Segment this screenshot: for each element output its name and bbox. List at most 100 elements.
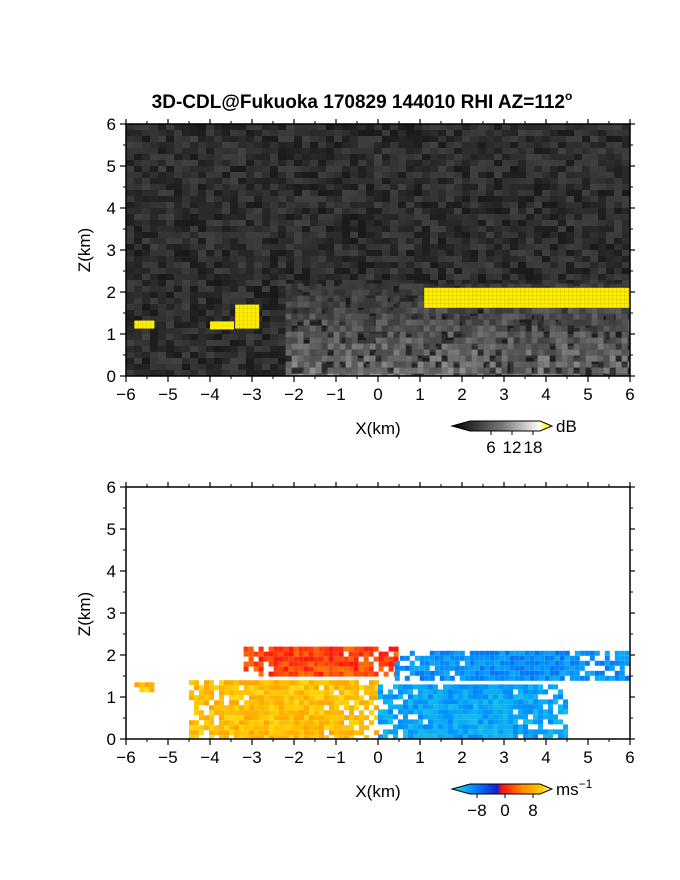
velocity-cell xyxy=(453,684,458,690)
snr-noise-cell xyxy=(302,232,310,238)
snr-cell xyxy=(561,313,568,320)
snr-noise-cell xyxy=(126,136,134,142)
velocity-cell xyxy=(393,714,398,720)
velocity-cell xyxy=(463,714,468,720)
snr-noise-cell xyxy=(126,232,134,238)
snr-cell xyxy=(460,291,465,296)
snr-noise-cell xyxy=(478,208,486,214)
snr-cell xyxy=(339,307,346,314)
snr-cell xyxy=(405,283,412,290)
snr-cell xyxy=(573,331,580,338)
snr-noise-cell xyxy=(382,274,390,280)
snr-noise-cell xyxy=(246,232,254,238)
snr-noise-cell xyxy=(470,244,478,250)
snr-noise-cell xyxy=(406,142,414,148)
velocity-cell xyxy=(368,651,374,657)
snr-noise-cell xyxy=(486,154,494,160)
snr-noise-cell xyxy=(334,268,342,274)
snr-cell xyxy=(532,303,537,308)
snr-noise-cell xyxy=(566,178,574,184)
velocity-cell xyxy=(239,690,244,696)
snr-noise-cell xyxy=(366,160,374,166)
snr-noise-cell xyxy=(190,124,198,130)
snr-noise-cell xyxy=(318,148,326,154)
snr-cell xyxy=(448,303,453,308)
snr-noise-cell xyxy=(150,340,158,346)
snr-noise-cell xyxy=(182,232,190,238)
snr-noise-cell xyxy=(158,184,166,190)
velocity-cell xyxy=(468,734,473,739)
snr-cell xyxy=(519,325,526,332)
snr-noise-cell xyxy=(502,166,510,172)
snr-cell xyxy=(251,316,256,321)
snr-cell xyxy=(525,373,532,376)
velocity-cell xyxy=(279,695,284,701)
snr-noise-cell xyxy=(582,184,590,190)
velocity-cell xyxy=(563,724,568,730)
snr-cell xyxy=(621,355,628,362)
snr-noise-cell xyxy=(318,160,326,166)
snr-noise-cell xyxy=(206,148,214,154)
snr-noise-cell xyxy=(342,226,350,232)
snr-noise-cell xyxy=(446,154,454,160)
snr-noise-cell xyxy=(350,124,358,130)
snr-noise-cell xyxy=(158,166,166,172)
snr-noise-cell xyxy=(182,142,190,148)
snr-cell xyxy=(512,287,517,292)
snr-noise-cell xyxy=(262,244,270,250)
velocity-cell xyxy=(624,675,630,681)
velocity-cell xyxy=(278,666,284,672)
velocity-cell xyxy=(243,666,249,672)
snr-noise-cell xyxy=(254,208,262,214)
velocity-cell xyxy=(283,656,289,662)
snr-noise-cell xyxy=(390,262,398,268)
snr-cell xyxy=(520,291,525,296)
snr-noise-cell xyxy=(198,262,206,268)
snr-noise-cell xyxy=(206,352,214,358)
snr-cell xyxy=(327,301,334,308)
snr-cell xyxy=(464,303,469,308)
snr-noise-cell xyxy=(294,130,302,136)
snr-noise-cell xyxy=(214,130,222,136)
velocity-cell xyxy=(359,725,364,731)
velocity-cell xyxy=(299,700,304,706)
snr-noise-cell xyxy=(262,202,270,208)
snr-noise-cell xyxy=(174,304,182,310)
snr-cell xyxy=(501,361,508,368)
snr-cell xyxy=(609,319,616,326)
snr-noise-cell xyxy=(310,124,318,130)
snr-noise-cell xyxy=(174,370,182,376)
snr-noise-cell xyxy=(470,238,478,244)
snr-cell xyxy=(468,295,473,300)
snr-noise-cell xyxy=(414,154,422,160)
velocity-cell xyxy=(569,670,575,676)
velocity-cell xyxy=(429,650,435,656)
snr-noise-cell xyxy=(614,334,622,340)
snr-cell xyxy=(556,299,561,304)
velocity-cell xyxy=(294,680,299,686)
snr-noise-cell xyxy=(566,160,574,166)
snr-noise-cell xyxy=(262,292,270,298)
velocity-cell xyxy=(398,694,403,700)
velocity-cell xyxy=(354,700,359,706)
snr-noise-cell xyxy=(126,298,134,304)
velocity-cell xyxy=(554,675,560,681)
snr-noise-cell xyxy=(366,220,374,226)
snr-noise-cell xyxy=(558,244,566,250)
snr-noise-cell xyxy=(246,184,254,190)
snr-cell xyxy=(444,303,449,308)
snr-cell xyxy=(603,307,610,314)
velocity-cell xyxy=(219,735,224,739)
snr-cell xyxy=(508,295,513,300)
snr-noise-cell xyxy=(510,202,518,208)
snr-cell xyxy=(576,291,581,296)
velocity-cell xyxy=(309,710,314,716)
snr-noise-cell xyxy=(310,274,318,280)
velocity-cell xyxy=(444,650,450,656)
velocity-cell xyxy=(339,680,344,686)
snr-noise-cell xyxy=(230,184,238,190)
snr-cell xyxy=(501,349,508,356)
snr-cell xyxy=(536,295,541,300)
snr-noise-cell xyxy=(398,274,406,280)
velocity-cell xyxy=(329,705,334,711)
